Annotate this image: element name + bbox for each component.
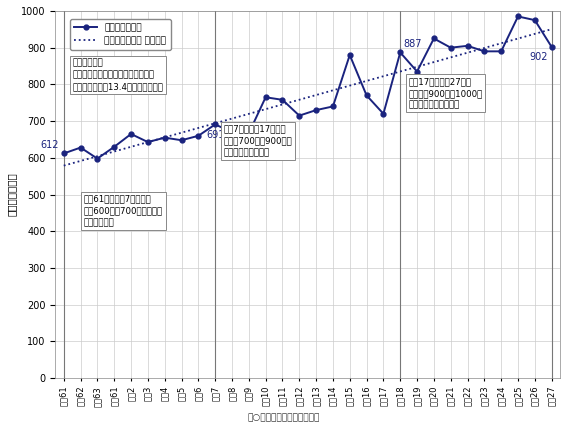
電気火災の件数: [279, 97, 286, 103]
電気火災の件数: [313, 108, 320, 113]
電気火災の件数: [229, 130, 235, 135]
電気火災の件数: [515, 14, 522, 19]
電気火災の件数 線形近似: [430, 60, 437, 65]
Text: 612: 612: [40, 140, 59, 150]
電気火災の件数 線形近似: [346, 83, 353, 88]
電気火災の件数: [111, 144, 117, 149]
Line: 電気火災の件数: 電気火災の件数: [61, 14, 554, 161]
電気火災の件数: [128, 131, 134, 136]
電気火災の件数: [430, 36, 437, 41]
電気火災の件数 線形近似: [161, 135, 168, 140]
電気火災の件数: [380, 111, 387, 116]
電気火災の件数: [296, 113, 303, 118]
電気火災の件数: [548, 44, 555, 49]
Text: 昭和61年～平成7年におい
ては600件～700件の間で推
移している。: 昭和61年～平成7年におい ては600件～700件の間で推 移している。: [84, 195, 163, 227]
電気火災の件数 線形近似: [313, 92, 320, 97]
電気火災の件数: [397, 50, 404, 55]
Text: 平成7年～平成17年にお
いては700件～900件の
間で推移している。: 平成7年～平成17年にお いては700件～900件の 間で推移している。: [223, 125, 293, 157]
電気火災の件数: [531, 18, 538, 23]
電気火災の件数: [262, 95, 269, 100]
電気火災の件数 線形近似: [548, 27, 555, 32]
電気火災の件数 線形近似: [195, 125, 202, 130]
Text: 【線形近似】
火災件数を一次関数で近似したもの
１年間あたり絀13.4件の平均増加率: 【線形近似】 火災件数を一次関数で近似したもの １年間あたり絀13.4件の平均増…: [72, 59, 163, 91]
電気火災の件数: [481, 49, 488, 54]
電気火災の件数 線形近似: [531, 31, 538, 36]
電気火災の件数 線形近似: [447, 55, 454, 60]
電気火災の件数 線形近似: [397, 69, 404, 74]
電気火災の件数: [211, 122, 218, 127]
電気火災の件数 線形近似: [481, 46, 488, 51]
電気火災の件数 線形近似: [77, 158, 84, 163]
電気火災の件数: [346, 52, 353, 57]
電気火災の件数: [60, 151, 67, 156]
電気火災の件数 線形近似: [380, 74, 387, 79]
電気火災の件数 線形近似: [229, 116, 235, 121]
電気火災の件数 線形近似: [211, 121, 218, 126]
電気火災の件数 線形近似: [262, 107, 269, 112]
電気火災の件数: [145, 140, 151, 145]
電気火災の件数: [329, 104, 336, 109]
電気火災の件数 線形近似: [94, 154, 101, 159]
電気火災の件数: [363, 93, 370, 98]
電気火災の件数 線形近似: [145, 140, 151, 145]
電気火災の件数 線形近似: [363, 78, 370, 84]
電気火災の件数: [77, 145, 84, 150]
Text: 691: 691: [206, 130, 225, 140]
電気火災の件数: [498, 49, 505, 54]
電気火災の件数 線形近似: [414, 64, 421, 69]
電気火災の件数 線形近似: [329, 88, 336, 93]
電気火災の件数 線形近似: [515, 36, 522, 41]
Text: 902: 902: [530, 52, 548, 62]
電気火災の件数: [464, 43, 471, 49]
電気火災の件数: [246, 131, 252, 136]
電気火災の件数 線形近似: [279, 102, 286, 107]
Legend: 電気火災の件数, 電気火災の件数 線形近似: 電気火災の件数, 電気火災の件数 線形近似: [70, 19, 171, 50]
電気火災の件数 線形近似: [111, 149, 117, 154]
電気火災の件数: [195, 133, 202, 138]
電気火災の件数 線形近似: [178, 130, 185, 135]
電気火災の件数: [447, 45, 454, 50]
電気火災の件数: [161, 135, 168, 140]
電気火災の件数 線形近似: [60, 163, 67, 168]
Y-axis label: 火災件数（件）: 火災件数（件）: [7, 173, 17, 216]
電気火災の件数 線形近似: [246, 111, 252, 116]
電気火災の件数 線形近似: [296, 97, 303, 102]
Text: 平成17年～平成27年に
おいては900件～1000件
の間で推移している。: 平成17年～平成27年に おいては900件～1000件 の間で推移している。: [409, 77, 483, 110]
電気火災の件数 線形近似: [128, 144, 134, 149]
電気火災の件数 線形近似: [464, 50, 471, 55]
Line: 電気火災の件数 線形近似: 電気火災の件数 線形近似: [64, 29, 552, 165]
電気火災の件数: [94, 156, 101, 161]
Text: 887: 887: [404, 39, 422, 49]
電気火災の件数: [178, 138, 185, 143]
Text: 図○　電気火災の件数の推移: 図○ 電気火災の件数の推移: [247, 413, 320, 422]
電気火災の件数: [414, 69, 421, 74]
電気火災の件数 線形近似: [498, 41, 505, 46]
